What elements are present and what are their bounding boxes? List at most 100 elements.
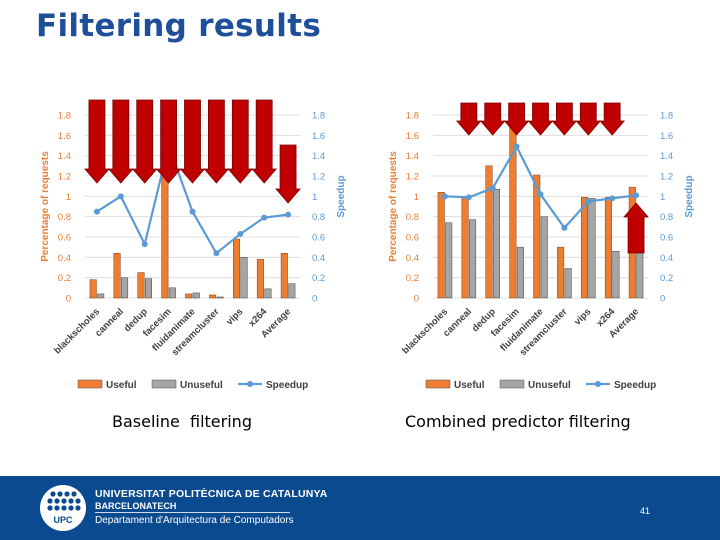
useful-bar	[137, 272, 145, 299]
speedup-point	[489, 185, 496, 192]
legend-label: Useful	[454, 380, 485, 391]
useful-bar	[185, 293, 193, 299]
unuseful-bar	[540, 216, 548, 299]
unuseful-bar	[516, 246, 524, 299]
legend-swatch	[77, 379, 103, 389]
arrow-down-icon	[575, 102, 602, 136]
y2-tick-label: 1.4	[312, 151, 325, 162]
y2-tick-label: 0.8	[312, 212, 325, 223]
speedup-point	[117, 193, 124, 200]
y2-axis-title: Speedup	[684, 175, 695, 217]
upc-logo: UPC	[40, 485, 86, 531]
unuseful-bar	[636, 252, 644, 299]
legend-swatch	[499, 379, 525, 389]
speedup-point	[441, 193, 448, 200]
y-tick-label: 0.6	[406, 233, 419, 244]
legend-label: Speedup	[266, 380, 308, 391]
arrow-down-icon	[455, 102, 482, 136]
speedup-point	[141, 241, 148, 248]
y2-tick-label: 0.4	[312, 253, 325, 264]
footer-divider	[95, 512, 290, 513]
arrow-down-icon	[203, 99, 230, 184]
y2-tick-label: 1.8	[312, 111, 325, 122]
arrow-down-icon	[503, 102, 530, 136]
arrow-down-icon	[275, 144, 301, 204]
logo-text: UPC	[53, 515, 73, 525]
y-tick-label: 0	[66, 294, 71, 305]
useful-bar	[280, 253, 288, 299]
unuseful-bar	[492, 188, 500, 299]
speedup-point	[465, 194, 472, 201]
university-name: UNIVERSITAT POLITÈCNICA DE CATALUNYA	[95, 488, 328, 500]
y-tick-label: 1	[66, 192, 71, 203]
unuseful-bar	[121, 277, 129, 299]
y-tick-label: 0.8	[58, 212, 71, 223]
page-number: 41	[640, 506, 651, 516]
y2-tick-label: 0.4	[660, 253, 673, 264]
y-tick-label: 1.8	[406, 111, 419, 122]
speedup-point	[561, 224, 568, 231]
arrow-down-icon	[527, 102, 554, 136]
useful-bar	[533, 174, 541, 299]
y-axis-title: Percentage of requests	[388, 151, 399, 262]
y2-tick-label: 1.6	[660, 131, 673, 142]
speedup-point	[633, 192, 640, 199]
y-tick-label: 0.2	[58, 273, 71, 284]
speedup-point	[285, 211, 292, 218]
y2-tick-label: 0.2	[312, 273, 325, 284]
y2-tick-label: 1.2	[312, 172, 325, 183]
speedup-point	[237, 230, 244, 237]
legend-marker	[247, 381, 253, 387]
y-axis-title: Percentage of requests	[40, 151, 51, 262]
y2-tick-label: 1.8	[660, 111, 673, 122]
category-label: vips	[572, 306, 593, 327]
unuseful-bar	[97, 293, 105, 299]
speedup-point	[513, 143, 520, 150]
speedup-point	[213, 250, 220, 257]
speedup-point	[189, 208, 196, 215]
unuseful-bar	[612, 250, 620, 299]
arrow-up-icon	[623, 202, 649, 254]
baseline-chart: 0 0.2 0.4 0.6 0.8 1 1.2 1.4 1.6 1.8 0 0.2 0.4 0.6 0.8 1…	[40, 99, 347, 391]
useful-bar	[256, 259, 264, 299]
useful-bar	[233, 238, 241, 299]
y-tick-label: 0.4	[58, 253, 71, 264]
y2-axis-title: Speedup	[336, 175, 347, 217]
legend-label: Speedup	[614, 380, 656, 391]
y2-tick-label: 1.2	[660, 172, 673, 183]
useful-bar	[557, 246, 565, 299]
unuseful-bar	[216, 296, 224, 299]
unuseful-bar	[264, 288, 272, 299]
unuseful-bar	[469, 219, 477, 299]
y-tick-label: 1.2	[58, 172, 71, 183]
legend-label: Unuseful	[180, 380, 223, 391]
arrow-down-icon	[251, 99, 278, 184]
legend-label: Unuseful	[528, 380, 571, 391]
unuseful-bar	[588, 198, 596, 299]
arrow-down-icon	[479, 102, 506, 136]
y-tick-label: 1.2	[406, 172, 419, 183]
y2-tick-label: 0	[660, 294, 665, 305]
speedup-point	[585, 198, 592, 205]
y2-tick-label: 0.6	[312, 233, 325, 244]
useful-bar	[461, 196, 469, 299]
legend-swatch	[151, 379, 177, 389]
combined-chart: 0 0.2 0.4 0.6 0.8 1 1.2 1.4 1.6 1.8 0 0.2 0.4 0.6 0.8 1…	[388, 102, 695, 391]
useful-bar	[437, 192, 445, 299]
unuseful-bar	[564, 268, 572, 299]
department-name: Departament d'Arquitectura de Computador…	[95, 515, 294, 526]
y-tick-label: 0.6	[58, 233, 71, 244]
y-tick-label: 1.4	[58, 151, 71, 162]
useful-bar	[209, 294, 217, 299]
arrow-down-icon	[179, 99, 206, 184]
footer-bar: UPC UNIVERSITAT POLITÈCNICA DE CATALUNYA…	[0, 476, 720, 540]
y-tick-label: 1.8	[58, 111, 71, 122]
useful-bar	[604, 197, 612, 299]
arrow-down-icon	[155, 99, 182, 184]
legend-marker	[595, 381, 601, 387]
y2-tick-label: 1.6	[312, 131, 325, 142]
caption-combined: Combined predictor filtering	[405, 412, 631, 431]
y2-tick-label: 0.6	[660, 233, 673, 244]
arrow-down-icon	[107, 99, 134, 184]
y2-tick-label: 0.2	[660, 273, 673, 284]
